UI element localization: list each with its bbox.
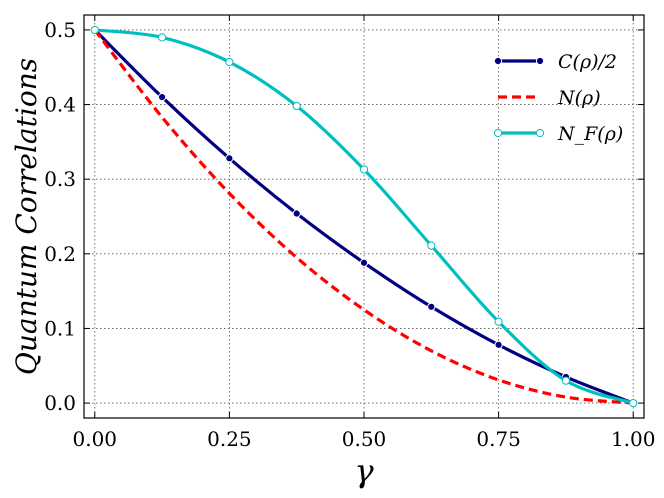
series-layer [90, 25, 638, 408]
legend-entry: C(ρ)/2 [493, 51, 617, 73]
data-point [494, 317, 503, 326]
data-point [494, 340, 503, 349]
legend-marker [493, 128, 503, 138]
legend: C(ρ)/2 N(ρ) N_F(ρ) [493, 51, 623, 145]
data-point [629, 398, 638, 408]
data-point [292, 101, 301, 111]
data-point [157, 92, 167, 102]
x-tick-label: 0.75 [476, 427, 521, 451]
y-axis-label: Quantum Correlations [10, 58, 43, 375]
data-point [292, 209, 301, 218]
legend-label: C(ρ)/2 [558, 51, 617, 73]
x-axis-label: γ [354, 452, 374, 490]
data-point [90, 25, 99, 35]
y-tick-label: 0.3 [44, 167, 76, 191]
legend-marker [535, 56, 545, 66]
data-point [225, 57, 234, 67]
legend-entry: N(ρ) [498, 87, 601, 109]
y-tick-label: 0.4 [44, 93, 76, 117]
data-point [225, 154, 234, 163]
legend-marker [535, 128, 545, 138]
legend-marker [493, 56, 503, 66]
y-tick-label: 0.1 [44, 316, 76, 340]
data-point [427, 302, 436, 311]
data-point [427, 241, 436, 250]
data-point [157, 33, 167, 42]
x-tick-label: 1.00 [611, 427, 656, 451]
y-tick-label: 0.0 [44, 391, 76, 415]
x-tick-label: 0.00 [73, 427, 118, 451]
data-point [359, 165, 369, 174]
y-tick-label: 0.2 [44, 242, 76, 266]
series-3 [90, 25, 638, 408]
series-line [93, 28, 634, 405]
data-point [359, 258, 369, 267]
ticks [84, 15, 644, 418]
legend-entry: N_F(ρ) [493, 123, 623, 145]
y-tick-label: 0.5 [44, 18, 76, 42]
x-tick-label: 0.50 [342, 427, 387, 451]
series-line [94, 28, 634, 405]
x-tick-label: 0.25 [207, 427, 252, 451]
tick-labels: 0.00 0.25 0.50 0.75 1.00 0.0 0.1 0.2 0.3 0.4 0.5 [44, 18, 655, 451]
data-point [561, 376, 571, 385]
legend-label: N_F(ρ) [557, 123, 623, 145]
grid [84, 15, 644, 418]
legend-label: N(ρ) [557, 87, 601, 109]
